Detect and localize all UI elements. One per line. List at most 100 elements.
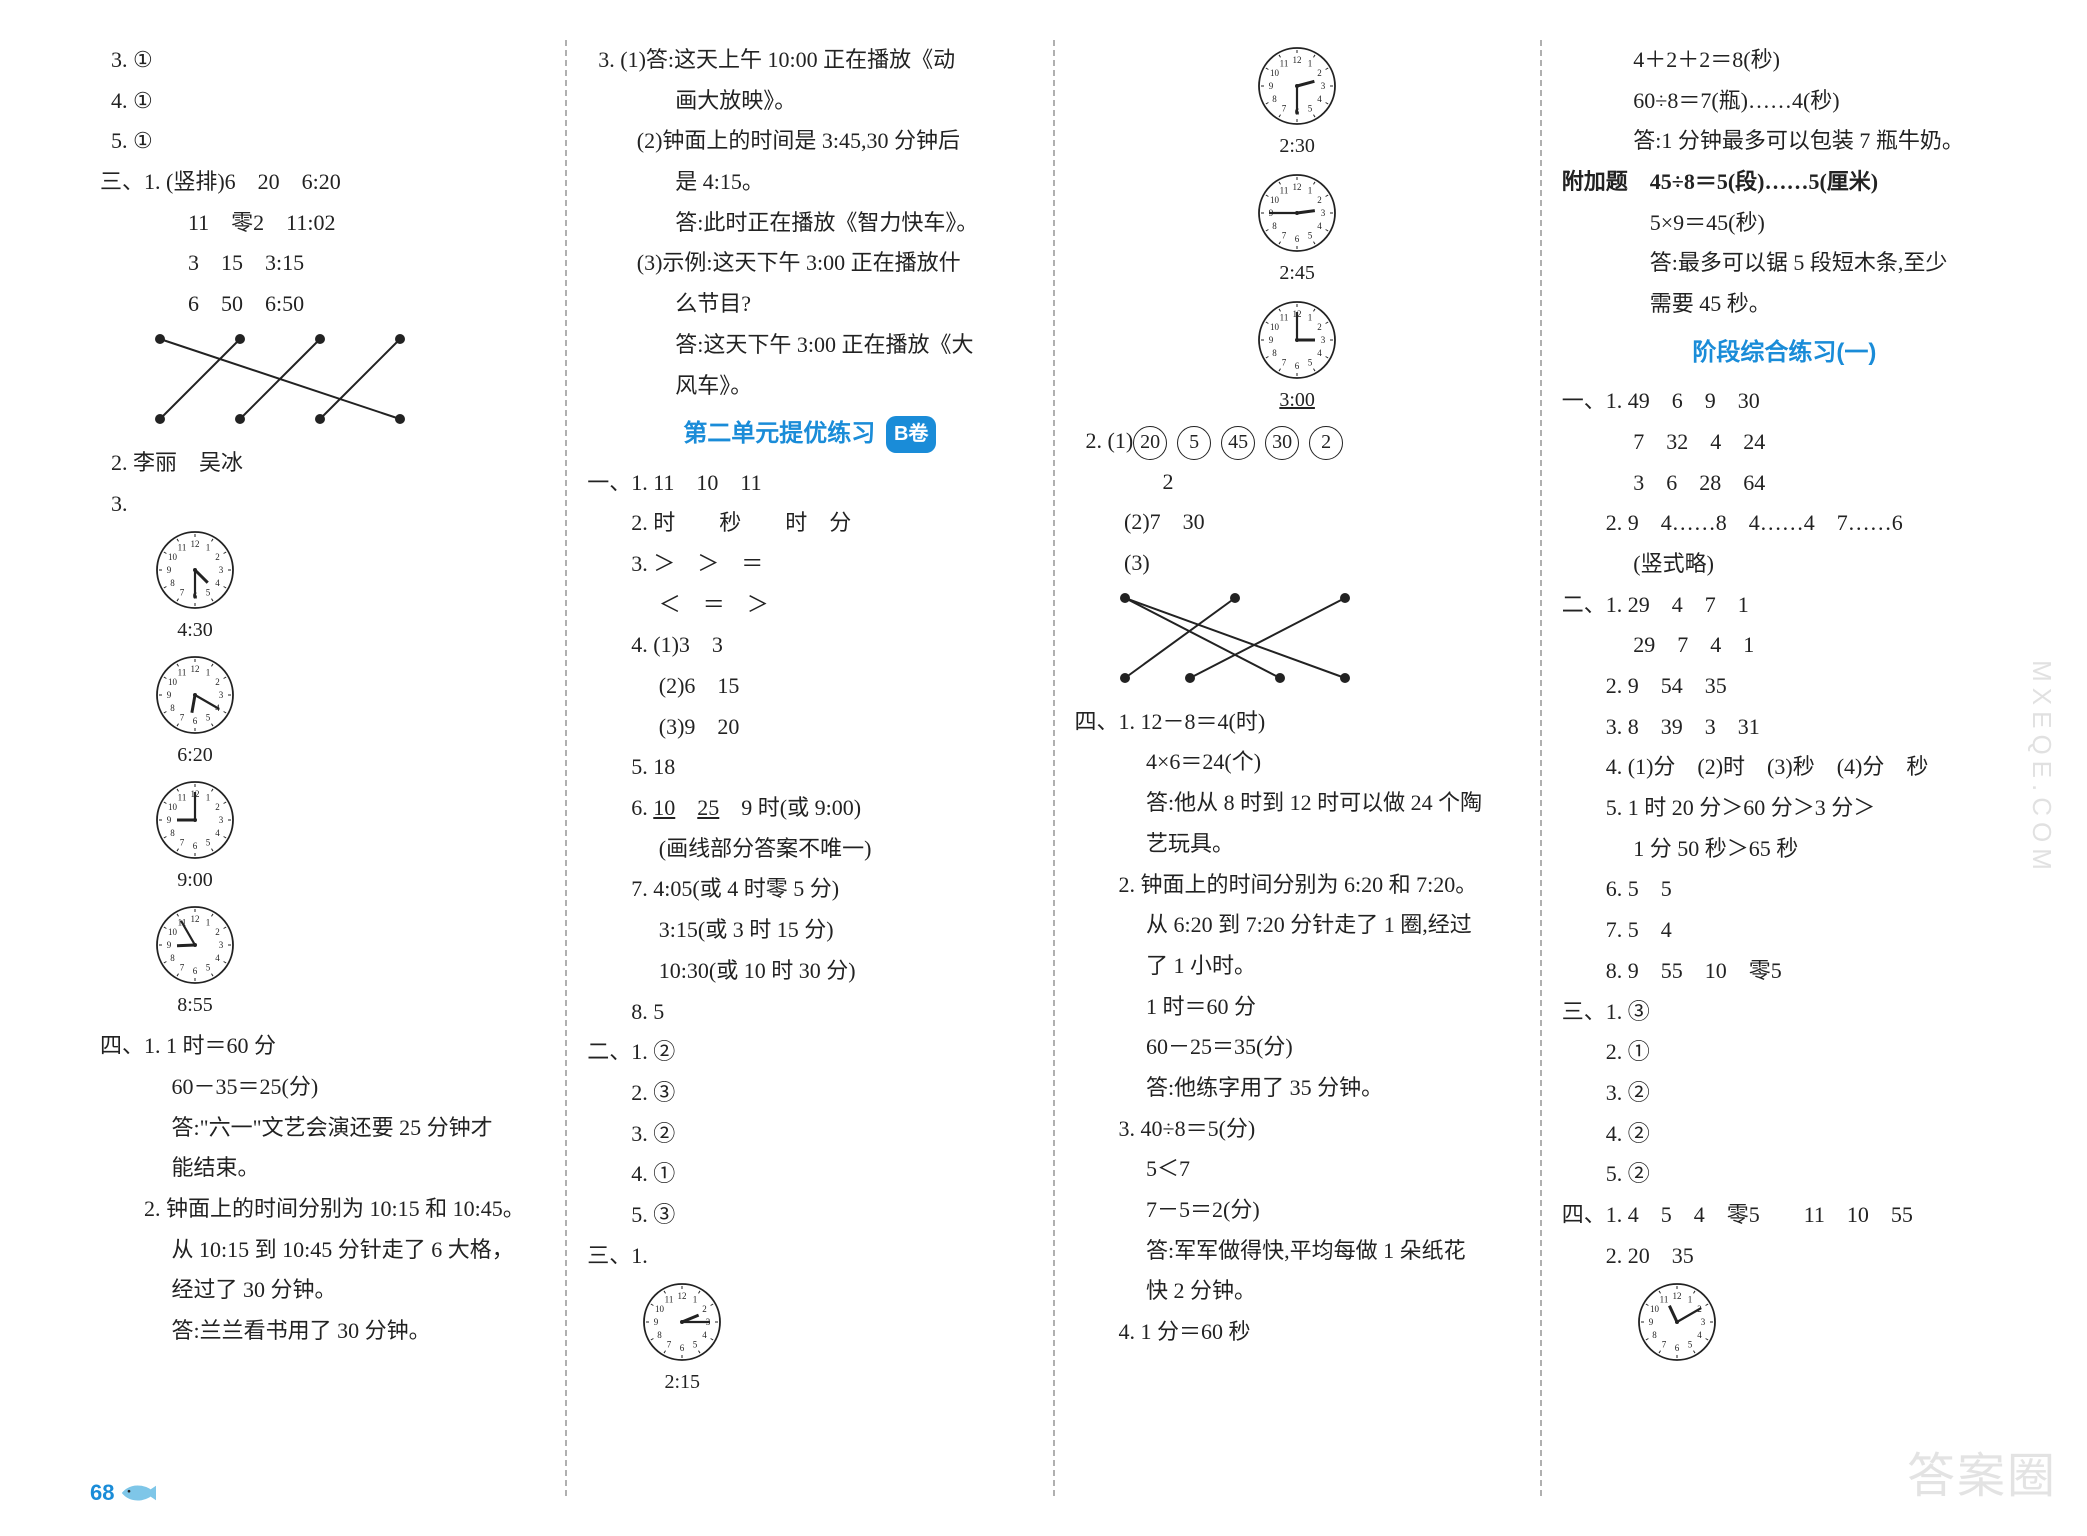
- svg-text:5: 5: [206, 838, 211, 848]
- svg-text:12: 12: [1293, 182, 1302, 192]
- text: 5. ③: [587, 1195, 1032, 1236]
- svg-text:4: 4: [1317, 348, 1322, 358]
- svg-text:1: 1: [206, 668, 211, 678]
- clock-face-icon: 121234567891011: [1637, 1282, 1717, 1362]
- circled-number: 30: [1265, 426, 1299, 460]
- text: 二、1. 29 4 7 1: [1562, 585, 2007, 626]
- text: 答:兰兰看书用了 30 分钟。: [100, 1311, 545, 1352]
- svg-text:12: 12: [191, 539, 200, 549]
- text: 三、1.: [587, 1236, 1032, 1277]
- svg-text:1: 1: [1308, 58, 1313, 68]
- text: 7. 5 4: [1562, 910, 2007, 951]
- page-number-text: 68: [90, 1480, 114, 1506]
- svg-text:6: 6: [193, 716, 198, 726]
- svg-text:7: 7: [1282, 231, 1287, 241]
- text: 5＜7: [1075, 1149, 1520, 1190]
- clock-label: 6:20: [177, 737, 213, 774]
- svg-text:4: 4: [215, 828, 220, 838]
- svg-text:3: 3: [1321, 208, 1326, 218]
- text: 3. ②: [1562, 1073, 2007, 1114]
- svg-text:6: 6: [680, 1343, 685, 1353]
- svg-text:12: 12: [678, 1291, 687, 1301]
- text: 答:1 分钟最多可以包装 7 瓶牛奶。: [1562, 121, 2007, 162]
- text: 2. 钟面上的时间分别为 6:20 和 7:20。: [1075, 865, 1520, 906]
- text: (2)6 15: [587, 666, 1032, 707]
- svg-text:3: 3: [1321, 335, 1326, 345]
- text: 7 32 4 24: [1562, 422, 2007, 463]
- clock-face-icon: 121234567891011: [155, 780, 235, 860]
- text: 艺玩具。: [1075, 824, 1520, 865]
- text: (画线部分答案不唯一): [587, 829, 1032, 870]
- clock-label: 9:00: [177, 862, 213, 899]
- svg-text:2: 2: [703, 1304, 708, 1314]
- svg-text:5: 5: [206, 588, 211, 598]
- svg-text:1: 1: [206, 918, 211, 928]
- svg-text:9: 9: [167, 690, 172, 700]
- text: 了 1 小时。: [1075, 946, 1520, 987]
- svg-text:10: 10: [168, 927, 178, 937]
- text: 8. 5: [587, 992, 1032, 1033]
- text: 3:15(或 3 时 15 分): [587, 910, 1032, 951]
- svg-text:10: 10: [1270, 68, 1280, 78]
- svg-text:2: 2: [215, 552, 220, 562]
- svg-text:11: 11: [178, 543, 187, 553]
- fish-icon: [120, 1481, 156, 1505]
- svg-text:3: 3: [219, 940, 224, 950]
- matching-diagram: [130, 329, 450, 439]
- svg-text:9: 9: [167, 565, 172, 575]
- column-2: 3. (1)答:这天上午 10:00 正在播放《动 画大放映》。 (2)钟面上的…: [565, 40, 1052, 1496]
- clock-label: 3:00: [1279, 382, 1315, 419]
- text: 5. 1 时 20 分＞60 分＞3 分＞: [1562, 788, 2007, 829]
- text: 二、1. ②: [587, 1032, 1032, 1073]
- svg-text:1: 1: [206, 793, 211, 803]
- svg-text:6: 6: [193, 841, 198, 851]
- text: 能结束。: [100, 1148, 545, 1189]
- svg-text:4: 4: [215, 953, 220, 963]
- text: 需要 45 秒。: [1562, 284, 2007, 325]
- text: 4. ①: [100, 81, 545, 122]
- svg-text:8: 8: [170, 828, 175, 838]
- text: 四、1. 4 5 4 零5 11 10 55: [1562, 1195, 2007, 1236]
- svg-text:6: 6: [1675, 1343, 1680, 1353]
- svg-text:5: 5: [206, 963, 211, 973]
- text: 是 4:15。: [587, 162, 1032, 203]
- text: 答:他从 8 时到 12 时可以做 24 个陶: [1075, 783, 1520, 824]
- text: 一、1. 11 10 11: [587, 463, 1032, 504]
- text: 5. ②: [1562, 1154, 2007, 1195]
- svg-text:5: 5: [1308, 358, 1313, 368]
- svg-text:10: 10: [168, 802, 178, 812]
- svg-text:1: 1: [1308, 185, 1313, 195]
- svg-text:9: 9: [1269, 335, 1274, 345]
- svg-text:10: 10: [1270, 322, 1280, 332]
- svg-text:1: 1: [206, 543, 211, 553]
- text: 答:此时正在播放《智力快车》。: [587, 203, 1032, 244]
- text: 3. (1)答:这天上午 10:00 正在播放《动: [587, 40, 1032, 81]
- svg-text:8: 8: [170, 953, 175, 963]
- svg-text:9: 9: [167, 815, 172, 825]
- svg-text:11: 11: [1280, 185, 1289, 195]
- text: 3. 8 39 3 31: [1562, 707, 2007, 748]
- column-4: 4＋2＋2＝8(秒) 60÷8＝7(瓶)……4(秒) 答:1 分钟最多可以包装 …: [1540, 40, 2027, 1496]
- text: 3 15 3:15: [100, 243, 545, 284]
- heading-text: 第二单元提优练习: [683, 420, 875, 447]
- badge: B卷: [886, 416, 936, 453]
- text: 3.: [100, 484, 545, 525]
- text: 2. 钟面上的时间分别为 10:15 和 10:45。: [100, 1189, 545, 1230]
- clock-label: 2:30: [1279, 128, 1315, 165]
- text: 答:这天下午 3:00 正在播放《大: [587, 325, 1032, 366]
- svg-text:3: 3: [1321, 81, 1326, 91]
- text: (3)示例:这天下午 3:00 正在播放什: [587, 243, 1032, 284]
- svg-text:6: 6: [1295, 361, 1300, 371]
- text: 11 零2 11:02: [100, 203, 545, 244]
- underline-text: 10: [653, 795, 675, 820]
- circled-number: 45: [1221, 426, 1255, 460]
- text: ＜ ＝ ＞: [587, 585, 1032, 626]
- text: 3. 40÷8＝5(分): [1075, 1109, 1520, 1150]
- watermark: 答案圈: [1907, 1436, 2057, 1506]
- svg-text:1: 1: [1688, 1295, 1693, 1305]
- svg-text:10: 10: [168, 677, 178, 687]
- clock: 121234567891011 2:15: [627, 1282, 737, 1401]
- text: 2: [1075, 462, 1520, 503]
- text: 2. 20 35: [1562, 1236, 2007, 1277]
- text: 5. ①: [100, 121, 545, 162]
